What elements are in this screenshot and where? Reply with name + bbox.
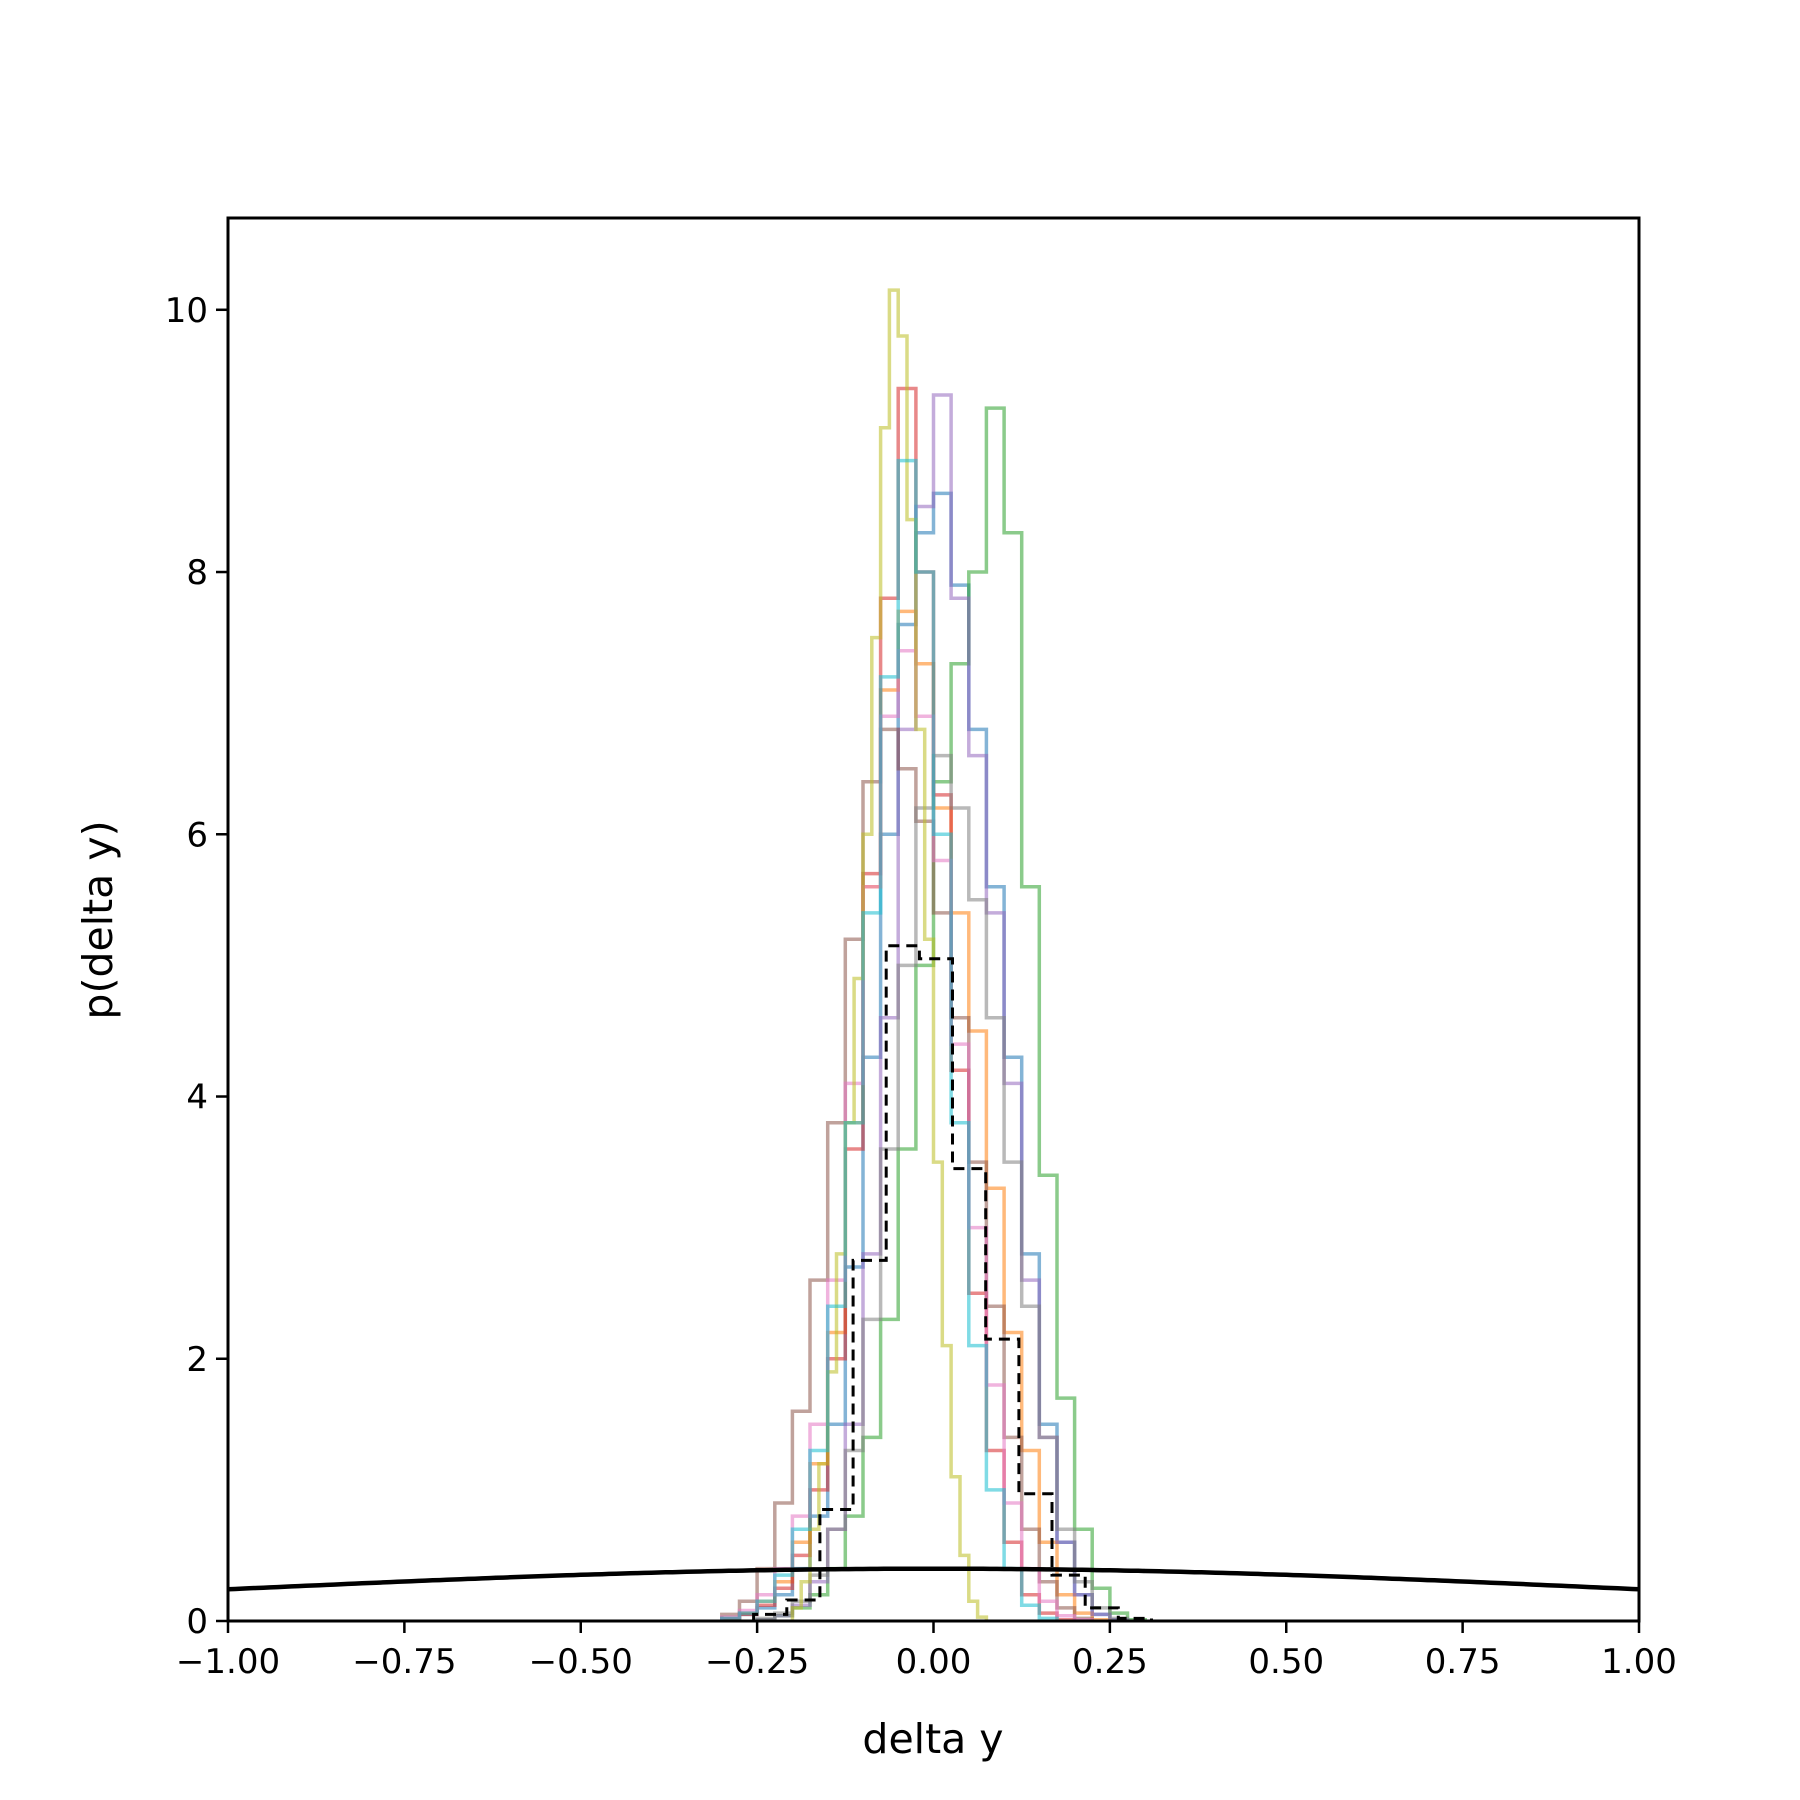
x-tick-label: 1.00 (1601, 1642, 1677, 1682)
x-axis-label: delta y (862, 1715, 1003, 1763)
y-tick-label: 6 (186, 815, 208, 855)
x-tick-label: −0.25 (705, 1642, 809, 1682)
y-tick-label: 8 (186, 553, 208, 593)
histogram-series-10 (720, 458, 1059, 1621)
histogram-series-7 (720, 648, 1094, 1622)
histogram-series-6 (720, 727, 1094, 1621)
x-tick-label: −0.50 (529, 1642, 633, 1682)
x-tick-label: 0.00 (896, 1642, 972, 1682)
reference-histogram (752, 944, 1153, 1621)
x-tick-label: −1.00 (176, 1642, 280, 1682)
x-tick-label: −0.75 (352, 1642, 456, 1682)
x-tick-label: 0.50 (1248, 1642, 1324, 1682)
y-axis-label: p(delta y) (74, 820, 122, 1019)
x-axis-ticks: −1.00 −0.75 −0.50 −0.25 0.00 0.25 0.50 0.75 1.00 (176, 1621, 1677, 1682)
x-tick-label: 0.75 (1425, 1642, 1501, 1682)
gaussian-curve (227, 1566, 1640, 1592)
x-tick-label: 0.25 (1072, 1642, 1148, 1682)
histogram-series-9 (790, 288, 989, 1621)
y-tick-label: 2 (186, 1340, 208, 1380)
y-tick-label: 0 (186, 1602, 208, 1642)
y-tick-label: 4 (186, 1078, 208, 1118)
y-axis-ticks: 0 2 4 6 8 10 (165, 291, 228, 1642)
histogram-series-8 (755, 753, 1130, 1621)
plot-area (227, 288, 1640, 1622)
histogram-series-5 (755, 393, 1130, 1622)
y-tick-label: 10 (165, 291, 208, 331)
